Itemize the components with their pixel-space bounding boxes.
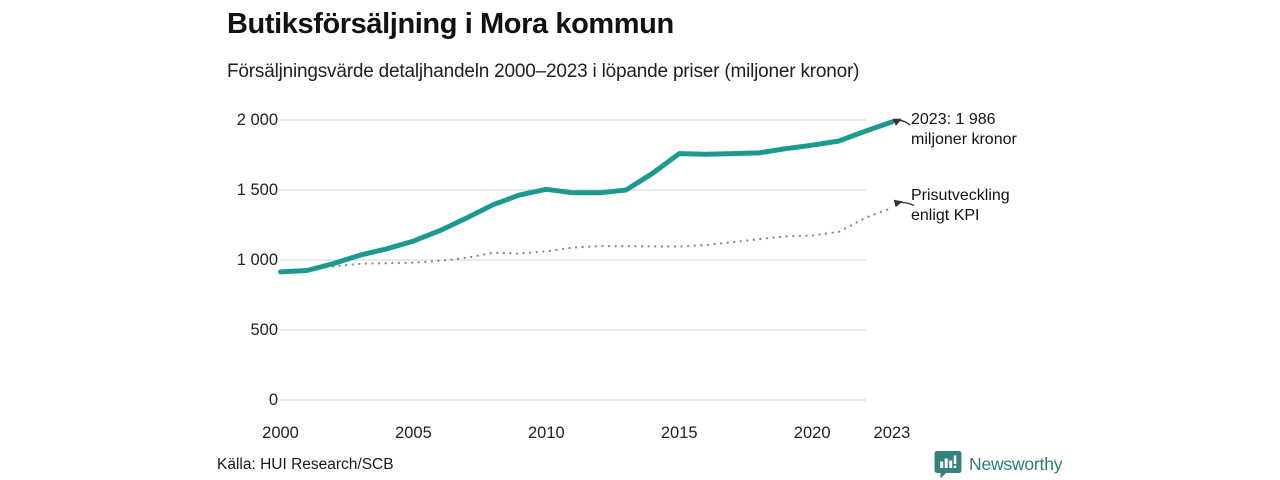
annotation-kpi-label-line1: Prisutveckling — [911, 187, 1010, 204]
newsworthy-branding[interactable]: Newsworthy — [934, 450, 1063, 479]
newsworthy-logo-icon — [934, 451, 962, 479]
source-attribution: Källa: HUI Research/SCB — [217, 456, 394, 473]
y-tick-0: 0 — [268, 391, 278, 409]
annotation-latest-value: 2023: 1 986 miljoner kronor — [911, 110, 1017, 150]
x-tick-2020: 2020 — [793, 424, 831, 442]
y-tick-2 000: 2 000 — [236, 111, 278, 129]
y-tick-500: 500 — [250, 321, 278, 339]
x-tick-2015: 2015 — [660, 424, 698, 442]
newsworthy-wordmark: Newsworthy — [969, 454, 1063, 474]
series-line-kpi — [279, 206, 894, 274]
annotation-latest-value-line1: 2023: 1 986 — [911, 111, 996, 128]
y-tick-1 500: 1 500 — [236, 181, 278, 199]
logo-exclamation-bar — [953, 455, 957, 464]
series-line-sales — [278, 119, 895, 275]
x-tick-2000: 2000 — [262, 424, 299, 442]
annotation-kpi-label: Prisutveckling enligt KPI — [911, 186, 1010, 226]
annotation-kpi-label-line2: enligt KPI — [911, 207, 980, 224]
gridlines — [280, 119, 866, 401]
x-tick-2005: 2005 — [395, 424, 432, 442]
x-tick-2010: 2010 — [527, 424, 565, 442]
logo-bar-3 — [949, 460, 953, 468]
logo-bar-1 — [940, 461, 944, 468]
logo-speech-bubble — [934, 451, 962, 479]
logo-bar-2 — [944, 458, 948, 468]
annotation-arrow-kpi — [893, 199, 915, 208]
annotation-latest-value-line2: miljoner kronor — [911, 131, 1017, 148]
x-tick-2023: 2023 — [873, 424, 911, 442]
logo-exclamation-dot — [953, 465, 957, 468]
annotation-arrow-sales — [892, 118, 911, 126]
chart-title: Butiksförsäljning i Mora kommun — [227, 8, 674, 40]
y-tick-1 000: 1 000 — [236, 251, 278, 269]
chart-subtitle: Försäljningsvärde detaljhandeln 2000–202… — [227, 61, 860, 82]
data-series-lines — [278, 119, 895, 275]
